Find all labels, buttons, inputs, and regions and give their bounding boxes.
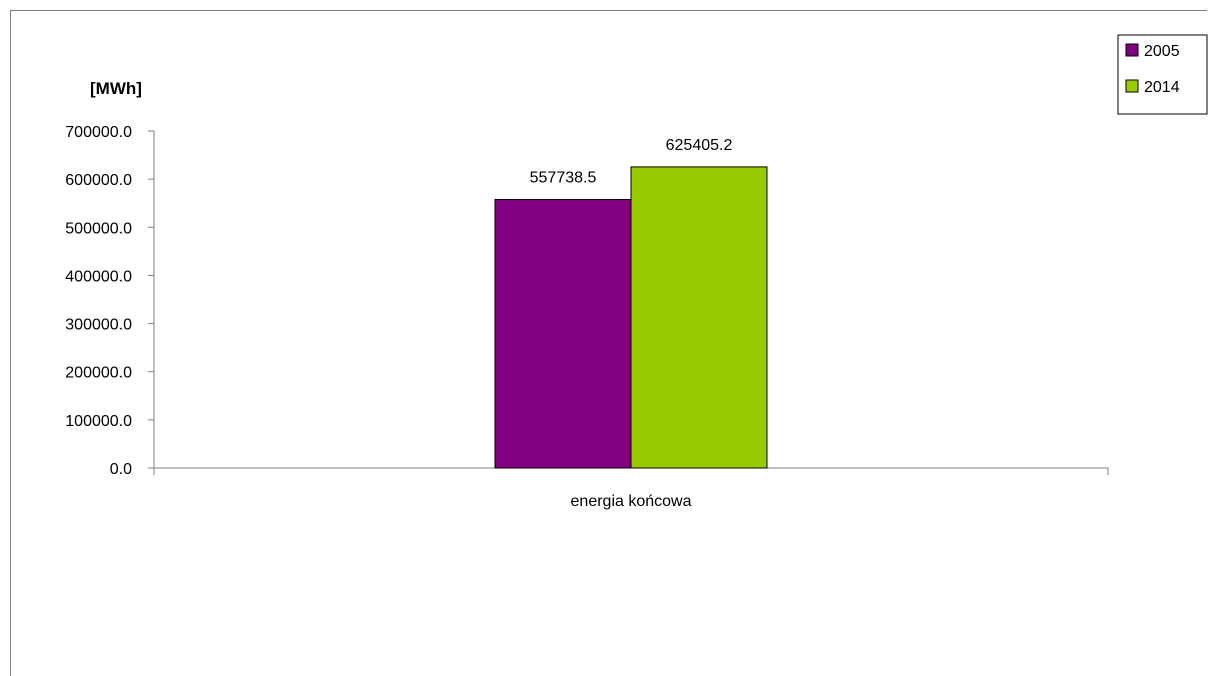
y-tick-label: 400000.0 xyxy=(65,268,132,285)
bars xyxy=(494,166,768,469)
bar-2014 xyxy=(630,166,768,469)
y-tick-label: 700000.0 xyxy=(65,124,132,141)
y-axis: 0.0 100000.0 200000.0 300000.0 400000.0 50000… xyxy=(65,124,155,478)
legend-swatch-2014 xyxy=(1125,79,1139,93)
y-tick-label: 500000.0 xyxy=(65,220,132,237)
x-axis xyxy=(153,467,1109,475)
y-axis-unit-label: [MWh] xyxy=(90,79,142,98)
data-label-2014: 625405.2 xyxy=(666,137,733,154)
data-label-2005: 557738.5 xyxy=(530,169,597,186)
legend-box xyxy=(1117,34,1208,115)
legend-swatch-2005 xyxy=(1125,43,1139,57)
bar-2005 xyxy=(494,198,632,469)
legend-label-2005: 2005 xyxy=(1144,43,1180,60)
y-tick-label: 0.0 xyxy=(110,461,132,478)
legend: 2005 2014 xyxy=(1117,34,1208,115)
y-tick-label: 100000.0 xyxy=(65,413,132,430)
category-label: energia końcowa xyxy=(571,493,692,510)
data-labels: 557738.5 625405.2 xyxy=(530,137,733,187)
category-labels: energia końcowa xyxy=(571,493,692,510)
legend-label-2014: 2014 xyxy=(1144,79,1180,96)
y-tick-label: 600000.0 xyxy=(65,172,132,189)
y-tick-label: 200000.0 xyxy=(65,365,132,382)
y-tick-label: 300000.0 xyxy=(65,317,132,334)
